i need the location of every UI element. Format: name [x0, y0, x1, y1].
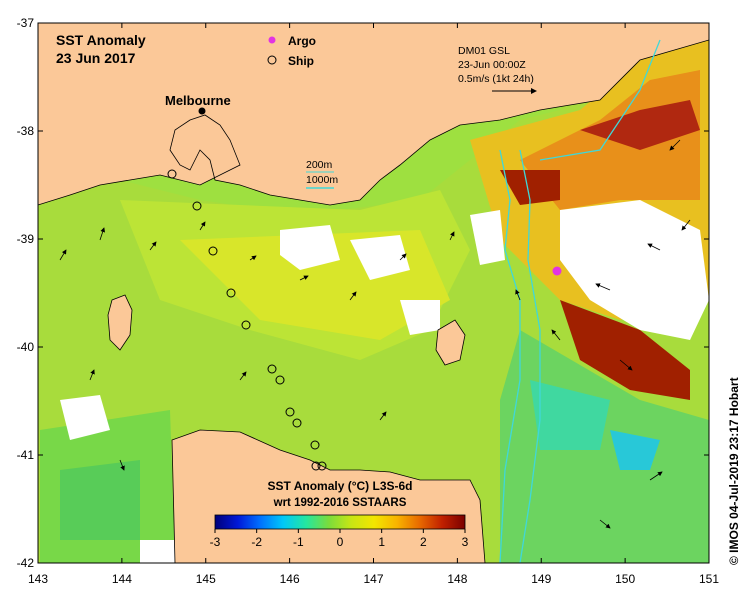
melbourne-point: [198, 107, 206, 115]
current-arrows: [59, 139, 691, 529]
colorbar-title-line2: wrt 1992-2016 SSTAARS: [273, 497, 407, 509]
legend-ship-label: Ship: [288, 54, 314, 68]
y-tick-label: -42: [17, 556, 35, 570]
current-info-line2: 23-Jun 00:00Z: [458, 59, 526, 71]
missing-data-areas: [60, 200, 709, 563]
colorbar-tick-label: 2: [420, 535, 427, 549]
y-axis: -37 -38 -39 -40 -41 -42: [17, 16, 709, 570]
argo-float: [552, 266, 562, 276]
x-tick-label: 145: [196, 572, 216, 586]
legend-ship: Ship: [267, 54, 314, 68]
x-tick-label: 143: [28, 572, 48, 586]
y-tick-label: -40: [17, 340, 35, 354]
x-tick-label: 151: [699, 572, 719, 586]
current-info: DM01 GSL 23-Jun 00:00Z 0.5m/s (1kt 24h): [458, 45, 537, 94]
sst-anomaly-field: [38, 23, 709, 563]
ship-observations: [167, 169, 327, 471]
colorbar-tick-label: 3: [462, 535, 469, 549]
map-title: SST Anomaly: [56, 32, 146, 48]
y-tick-label: -39: [17, 232, 35, 246]
x-tick-label: 147: [363, 572, 383, 586]
legend-argo: Argo: [268, 34, 316, 48]
land-victoria: [37, 22, 710, 206]
isobath-1000m-label: 1000m: [306, 174, 338, 186]
x-tick-label: 148: [447, 572, 467, 586]
x-tick-label: 146: [280, 572, 300, 586]
colorbar-tick-label: -2: [251, 535, 262, 549]
x-tick-label: 150: [615, 572, 635, 586]
x-tick-label: 149: [531, 572, 551, 586]
y-tick-label: -41: [17, 448, 35, 462]
x-tick-label: 144: [112, 572, 132, 586]
colorbar-tick-label: -1: [293, 535, 304, 549]
current-info-line1: DM01 GSL: [458, 45, 510, 57]
map-date: 23 Jun 2017: [56, 50, 136, 66]
credit-text: © IMOS 04-Jul-2019 23:17 Hobart: [727, 377, 741, 565]
colorbar-title-line1: SST Anomaly (°C) L3S-6d: [267, 479, 412, 493]
king-island: [107, 294, 133, 351]
current-info-line3: 0.5m/s (1kt 24h): [458, 73, 534, 85]
y-tick-label: -38: [17, 124, 35, 138]
flinders-island: [435, 319, 466, 366]
x-axis: 143 144 145 146 147 148 149 150 151: [28, 23, 719, 586]
isobath-200m-label: 200m: [306, 159, 333, 171]
colorbar: SST Anomaly (°C) L3S-6d wrt 1992-2016 SS…: [210, 479, 469, 549]
legend: Argo Ship: [267, 34, 316, 68]
land-tasmania: [171, 429, 486, 564]
y-tick-label: -37: [17, 16, 35, 30]
colorbar-tick-label: -3: [210, 535, 221, 549]
colorbar-tick-label: 1: [378, 535, 385, 549]
legend-argo-label: Argo: [288, 34, 316, 48]
colorbar-ticks: -3 -2 -1 0 1 2 3: [210, 529, 469, 549]
colorbar-tick-label: 0: [337, 535, 344, 549]
isobath-legend: 200m 1000m: [306, 159, 338, 189]
colorbar-gradient-bar: [214, 514, 466, 530]
melbourne-label: Melbourne: [165, 93, 231, 108]
